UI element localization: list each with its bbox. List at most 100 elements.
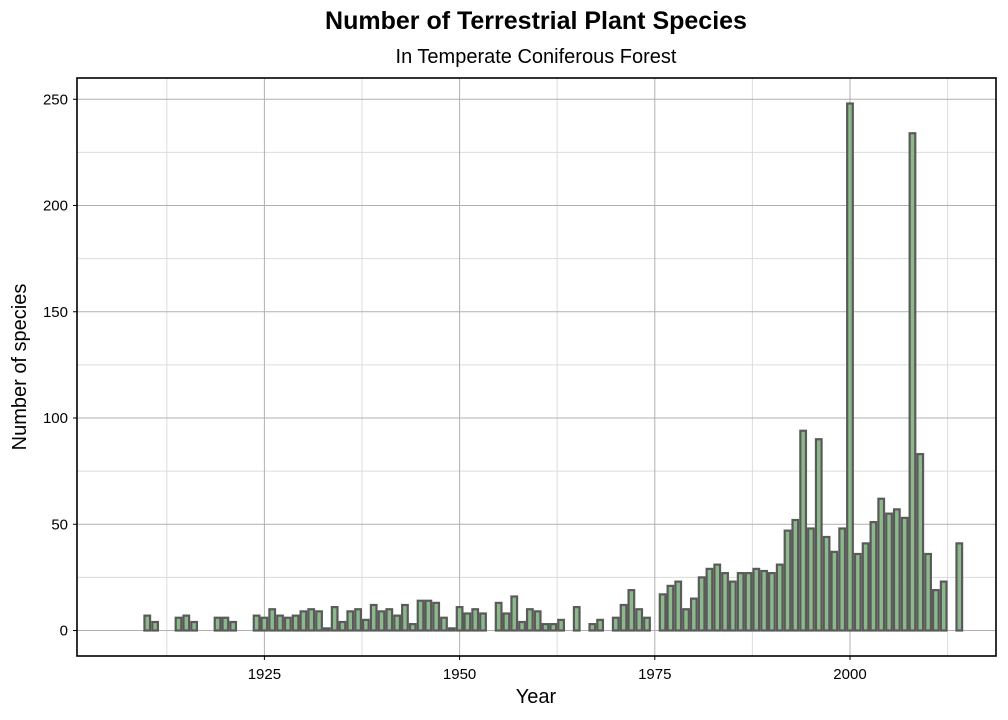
bar-2012 <box>939 580 948 632</box>
y-tick-label: 250 <box>43 91 68 108</box>
x-tick-label: 1975 <box>638 666 671 683</box>
bar-1919 <box>213 616 222 632</box>
bar-1991 <box>775 563 784 632</box>
bar-2002 <box>861 542 870 632</box>
bar-1914 <box>174 616 183 632</box>
y-tick-label: 100 <box>43 410 68 427</box>
bar-2010 <box>924 552 932 632</box>
bar-1940 <box>377 610 386 632</box>
bar-1961 <box>541 623 550 632</box>
bar-1924 <box>252 614 261 632</box>
bar-1936 <box>346 610 355 632</box>
bars <box>143 102 964 632</box>
bar-1952 <box>471 608 480 632</box>
y-tick-label: 150 <box>43 304 68 321</box>
bar-1916 <box>190 620 199 632</box>
bar-1973 <box>635 608 644 632</box>
bar-1971 <box>619 603 628 632</box>
bar-1948 <box>440 616 448 632</box>
x-tick-label: 2000 <box>833 666 866 683</box>
bar-1935 <box>338 620 347 632</box>
bar-1957 <box>510 595 519 632</box>
plot-frame <box>76 77 997 657</box>
bar-1937 <box>354 608 362 632</box>
bar-1994 <box>799 429 808 632</box>
bar-1962 <box>549 623 558 632</box>
bar-1982 <box>705 567 714 632</box>
bar-2011 <box>931 589 940 632</box>
bar-2005 <box>885 512 893 632</box>
bar-1945 <box>416 599 425 632</box>
bar-1992 <box>783 529 792 632</box>
bar-2000 <box>846 102 854 632</box>
bar-1941 <box>385 608 394 632</box>
bar-1915 <box>182 614 191 632</box>
bar-1987 <box>744 572 753 632</box>
bar-2014 <box>955 542 964 632</box>
bar-1953 <box>479 612 487 632</box>
bar-2003 <box>869 521 878 632</box>
bar-1956 <box>502 612 511 632</box>
bar-1925 <box>260 616 269 632</box>
bar-1944 <box>408 623 417 632</box>
bar-1932 <box>315 610 323 632</box>
bar-1974 <box>643 616 651 632</box>
bar-1926 <box>268 608 277 632</box>
bar-1972 <box>627 589 636 632</box>
bar-1920 <box>221 616 230 632</box>
y-tick-label: 0 <box>60 623 68 640</box>
bar-2008 <box>908 132 917 632</box>
bar-1996 <box>814 438 823 632</box>
bar-1977 <box>666 584 675 632</box>
chart-subtitle: In Temperate Coniferous Forest <box>396 46 677 68</box>
bar-1976 <box>658 593 667 632</box>
bar-1949 <box>447 627 456 632</box>
x-axis-label: Year <box>516 686 557 708</box>
y-tick-label: 200 <box>43 198 68 215</box>
y-tick-label: 50 <box>51 516 68 533</box>
bar-1995 <box>807 527 815 632</box>
bar-2004 <box>877 497 886 632</box>
bar-1978 <box>674 580 683 632</box>
bar-1989 <box>760 569 769 632</box>
bar-1990 <box>767 572 776 632</box>
bar-1965 <box>572 606 581 632</box>
bar-1921 <box>229 620 238 632</box>
y-axis-label: Number of species <box>9 284 31 451</box>
bar-1970 <box>611 616 620 632</box>
bar-1951 <box>463 612 472 632</box>
bar-2006 <box>892 508 901 632</box>
bar-1928 <box>283 616 292 632</box>
bar-1910 <box>143 614 152 632</box>
x-tick-label: 1925 <box>248 666 281 683</box>
bar-1997 <box>822 535 831 632</box>
bar-2009 <box>916 453 925 632</box>
x-tick-label: 1950 <box>443 666 476 683</box>
bar-1942 <box>393 614 402 632</box>
bar-1955 <box>494 601 503 632</box>
bar-1943 <box>401 603 409 632</box>
bar-1984 <box>721 572 729 632</box>
bar-1934 <box>330 606 339 632</box>
bar-1967 <box>588 623 597 632</box>
bar-1931 <box>307 608 316 632</box>
bar-1930 <box>299 610 308 632</box>
bar-1958 <box>518 620 526 632</box>
bar-1980 <box>689 597 698 632</box>
bar-1963 <box>557 618 566 632</box>
bar-1929 <box>291 614 300 632</box>
chart-title: Number of Terrestrial Plant Species <box>325 7 747 35</box>
bar-1981 <box>697 576 706 632</box>
bar-1986 <box>736 572 745 632</box>
bar-1960 <box>533 610 542 632</box>
bar-1988 <box>752 567 761 632</box>
bar-1938 <box>361 618 370 632</box>
bar-1968 <box>596 618 605 632</box>
bar-1979 <box>682 608 690 632</box>
bar-1959 <box>525 608 534 632</box>
bar-1927 <box>276 614 284 632</box>
bar-1939 <box>369 603 378 632</box>
bar-2001 <box>853 552 862 632</box>
